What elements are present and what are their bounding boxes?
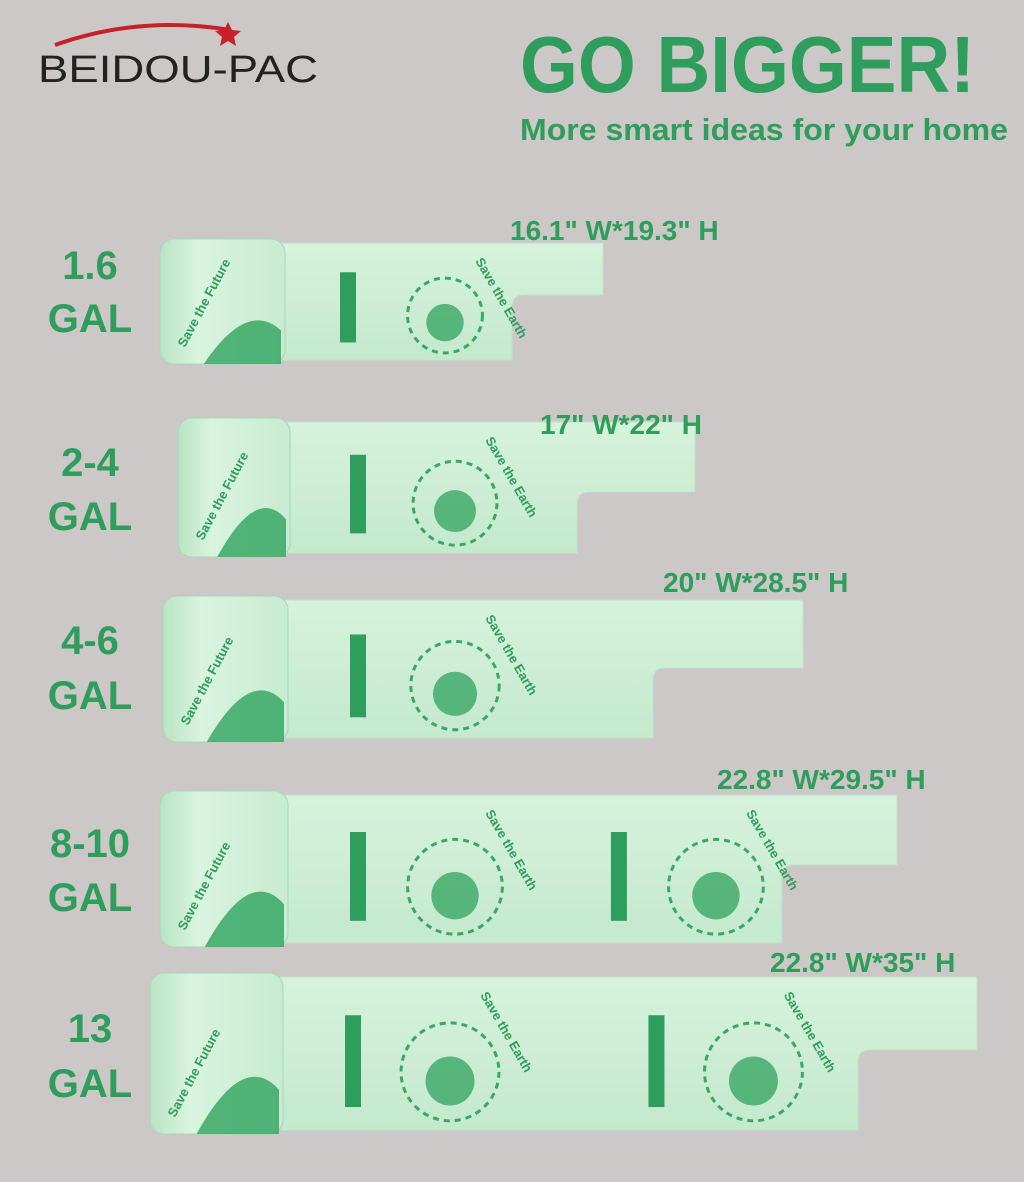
roll-globe — [206, 690, 284, 742]
roll-globe — [196, 1076, 279, 1134]
bag-logo-panel — [350, 454, 366, 534]
bag-globe-core — [728, 1056, 778, 1106]
logo-star — [215, 22, 241, 46]
bag-globe-core — [425, 1056, 475, 1106]
bag-logo-panel — [350, 832, 366, 921]
bag-dimensions: 20" W*28.5" H — [663, 567, 848, 598]
bag-logo-panel — [340, 272, 356, 343]
logo: BEIDOU-PAC — [38, 22, 318, 91]
bag-dimensions: 17" W*22" H — [540, 409, 702, 440]
capacity-amount: 2-4 — [61, 441, 120, 485]
bag-globe — [406, 837, 504, 936]
capacity-unit: GAL — [48, 1062, 132, 1106]
capacity-amount: 4-6 — [61, 619, 119, 663]
bag-globe-core — [434, 490, 476, 533]
bag-strip — [284, 599, 804, 739]
bag-globe — [667, 837, 765, 936]
bag-dimensions: 16.1" W*19.3" H — [510, 215, 719, 246]
bag-logo-panel — [648, 1015, 665, 1108]
roll-globe — [217, 508, 286, 557]
bag-dimensions: 22.8" W*29.5" H — [717, 764, 926, 795]
capacity-unit: GAL — [48, 297, 132, 341]
bag-strip — [284, 794, 898, 944]
brand: BEIDOU-PAC — [38, 49, 318, 91]
bag-strip — [274, 242, 604, 361]
bag-strip — [279, 976, 978, 1131]
logo-swoosh — [54, 23, 231, 47]
capacity-amount: 13 — [68, 1007, 113, 1051]
bag-globe — [399, 1021, 501, 1123]
bag-logo-panel — [610, 832, 627, 921]
bag-globe — [406, 276, 484, 355]
bag-logo-panel — [350, 634, 366, 718]
bag-globe — [409, 639, 501, 732]
bag-globe — [702, 1021, 804, 1123]
capacity-unit: GAL — [48, 876, 132, 920]
bag-globe-core — [432, 671, 478, 716]
subtitle: More smart ideas for your home — [520, 112, 1008, 147]
bag-strip — [284, 421, 696, 554]
bag-logo-panel — [345, 1015, 361, 1108]
capacity-unit: GAL — [48, 495, 132, 539]
capacity-amount: 1.6 — [62, 244, 118, 288]
roll-globe — [204, 891, 284, 947]
roll-globe — [203, 320, 281, 364]
capacity-unit: GAL — [48, 674, 132, 718]
bag-globe-core — [692, 871, 740, 920]
capacity-amount: 8-10 — [50, 822, 130, 866]
bag-globe-core — [431, 871, 479, 920]
bag-globe-core — [426, 303, 464, 342]
headline: GO BIGGER! — [520, 20, 975, 109]
bag-dimensions: 22.8" W*35" H — [770, 947, 955, 978]
